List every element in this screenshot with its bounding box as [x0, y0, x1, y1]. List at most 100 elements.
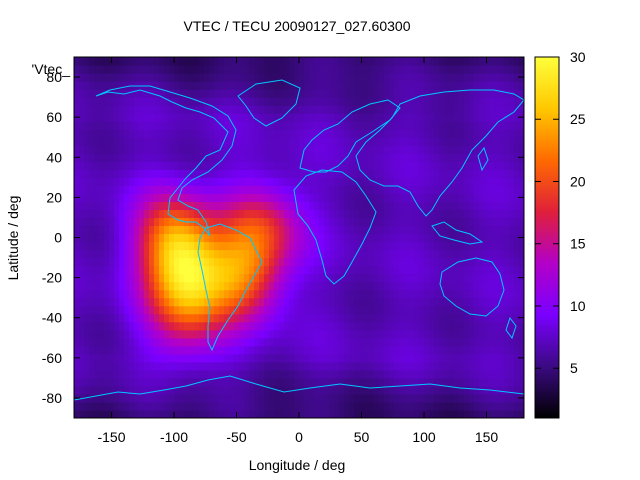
- heatmap-cell: [159, 73, 165, 82]
- heatmap-cell: [519, 281, 524, 291]
- heatmap-cell: [359, 169, 365, 178]
- heatmap-cell: [474, 153, 480, 162]
- heatmap-cell: [184, 329, 190, 339]
- heatmap-cell: [149, 73, 155, 82]
- heatmap-cell: [129, 361, 135, 371]
- heatmap-cell: [354, 169, 360, 178]
- heatmap-cell: [134, 129, 140, 138]
- heatmap-cell: [154, 337, 160, 347]
- heatmap-cell: [204, 225, 210, 235]
- heatmap-cell: [234, 209, 240, 219]
- heatmap-cell: [259, 249, 265, 259]
- heatmap-cell: [249, 265, 255, 275]
- heatmap-cell: [434, 153, 440, 162]
- heatmap-cell: [474, 161, 480, 170]
- heatmap-cell: [364, 385, 370, 395]
- heatmap-cell: [249, 337, 255, 347]
- heatmap-cell: [124, 113, 130, 122]
- heatmap-cell: [144, 81, 150, 90]
- heatmap-cell: [284, 249, 290, 259]
- heatmap-cell: [284, 153, 290, 162]
- heatmap-cell: [129, 177, 135, 186]
- heatmap-cell: [124, 265, 130, 275]
- heatmap-cell: [144, 297, 150, 307]
- heatmap-cell: [279, 401, 285, 411]
- heatmap-cell: [499, 329, 505, 339]
- heatmap-cell: [194, 345, 200, 355]
- heatmap-cell: [509, 121, 515, 130]
- heatmap-cell: [249, 297, 255, 307]
- heatmap-cell: [394, 89, 400, 98]
- heatmap-cell: [399, 193, 405, 202]
- heatmap-cell: [144, 161, 150, 170]
- heatmap-cell: [224, 121, 230, 130]
- heatmap-cell: [279, 81, 285, 90]
- heatmap-cell: [89, 249, 95, 259]
- heatmap-cell: [369, 65, 375, 74]
- heatmap-cell: [139, 385, 145, 395]
- heatmap-cell: [359, 121, 365, 130]
- heatmap-cell: [254, 97, 260, 106]
- heatmap-cell: [269, 265, 275, 275]
- heatmap-cell: [294, 273, 300, 283]
- heatmap-cell: [334, 241, 340, 251]
- heatmap-cell: [274, 361, 280, 371]
- heatmap-cell: [489, 241, 495, 251]
- heatmap-cell: [434, 377, 440, 387]
- heatmap-cell: [104, 257, 110, 267]
- heatmap-cell: [259, 393, 265, 403]
- heatmap-cell: [94, 177, 100, 186]
- heatmap-cell: [279, 289, 285, 299]
- heatmap-cell: [504, 233, 510, 243]
- heatmap-cell: [309, 345, 315, 355]
- heatmap-cell: [129, 241, 135, 251]
- heatmap-cell: [84, 409, 90, 418]
- heatmap-cell: [144, 393, 150, 403]
- heatmap-cell: [274, 81, 280, 90]
- heatmap-cell: [364, 249, 370, 259]
- heatmap-cell: [184, 297, 190, 307]
- heatmap-cell: [314, 89, 320, 98]
- heatmap-cell: [354, 225, 360, 235]
- heatmap-cell: [294, 241, 300, 251]
- heatmap-cell: [329, 169, 335, 178]
- heatmap-cell: [244, 409, 250, 418]
- heatmap-cell: [94, 377, 100, 387]
- heatmap-cell: [349, 89, 355, 98]
- heatmap-cell: [159, 145, 165, 154]
- heatmap-cell: [144, 345, 150, 355]
- heatmap-cell: [329, 353, 335, 363]
- heatmap-cell: [174, 177, 180, 186]
- heatmap-cell: [344, 393, 350, 403]
- heatmap-cell: [254, 393, 260, 403]
- heatmap-cell: [194, 113, 200, 122]
- heatmap-cell: [374, 329, 380, 339]
- heatmap-cell: [259, 129, 265, 138]
- heatmap-cell: [344, 65, 350, 74]
- heatmap-cell: [424, 145, 430, 154]
- heatmap-cell: [179, 249, 185, 259]
- heatmap-cell: [194, 361, 200, 371]
- heatmap-cell: [194, 201, 200, 211]
- heatmap-cell: [134, 337, 140, 347]
- heatmap-cell: [269, 129, 275, 138]
- heatmap-cell: [394, 305, 400, 315]
- heatmap-cell: [504, 161, 510, 170]
- heatmap-cell: [474, 233, 480, 243]
- heatmap-cell: [99, 97, 105, 106]
- heatmap-cell: [449, 201, 455, 211]
- heatmap-cell: [434, 177, 440, 186]
- heatmap-cell: [199, 329, 205, 339]
- heatmap-cell: [349, 129, 355, 138]
- heatmap-cell: [384, 113, 390, 122]
- heatmap-cell: [89, 345, 95, 355]
- heatmap-cell: [464, 65, 470, 74]
- heatmap-cell: [129, 73, 135, 82]
- heatmap-cell: [434, 257, 440, 267]
- heatmap-cell: [344, 321, 350, 331]
- heatmap-cell: [84, 121, 90, 130]
- heatmap-cell: [324, 233, 330, 243]
- heatmap-cell: [359, 97, 365, 106]
- heatmap-cell: [479, 121, 485, 130]
- heatmap-cell: [389, 289, 395, 299]
